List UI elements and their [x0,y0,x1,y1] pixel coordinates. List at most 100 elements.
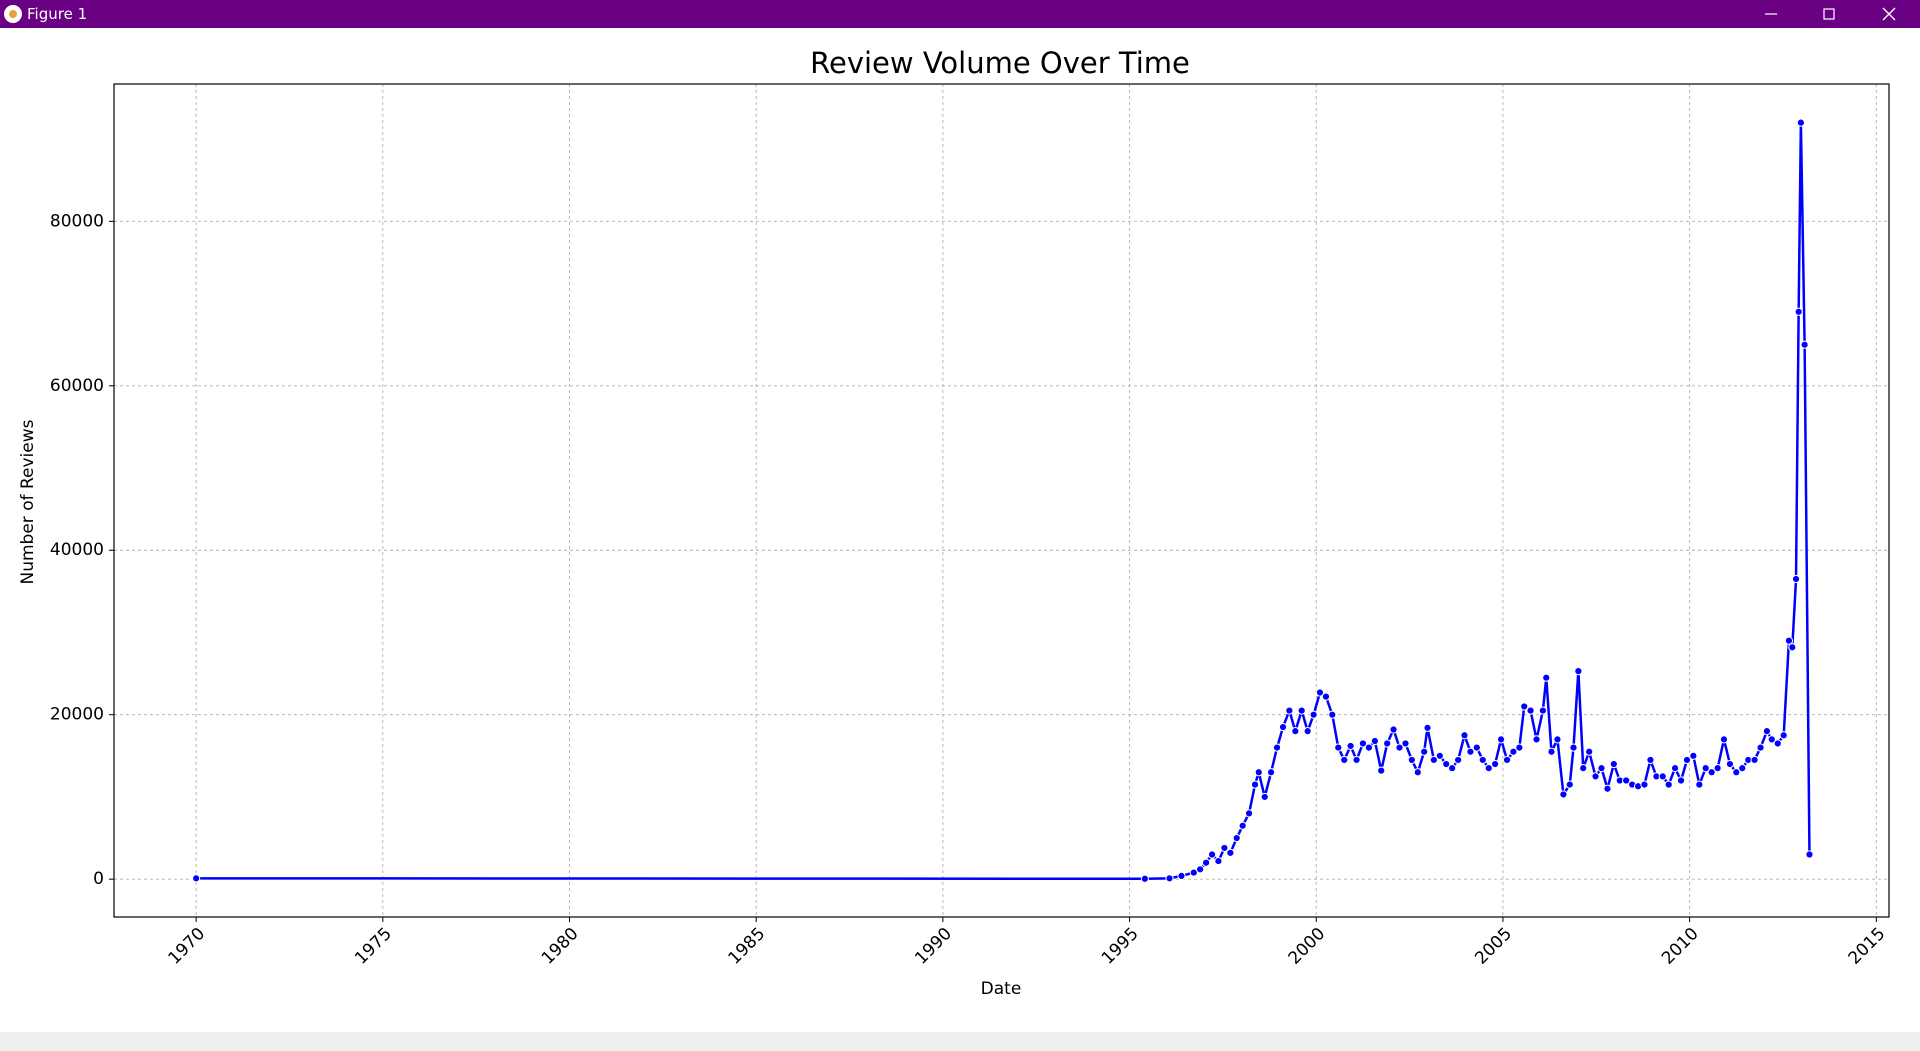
data-point [1738,764,1747,773]
x-tick-label: 1980 [538,924,583,969]
y-axis-label: Number of Reviews [18,419,38,584]
data-point [192,874,201,883]
data-point [1260,792,1269,802]
data-point [1640,780,1649,789]
data-point [1509,747,1518,756]
data-point [1340,755,1349,765]
data-point [1377,766,1386,775]
data-point [1553,735,1562,744]
data-point [1569,743,1578,752]
data-point [1420,747,1429,756]
data-point [1177,871,1186,880]
data-point [1478,755,1487,765]
data-point [1574,667,1583,676]
data-point [1800,340,1809,349]
data-point [1559,790,1568,799]
data-point [1565,780,1574,789]
x-tick-label: 2005 [1471,924,1516,969]
x-axis-label: Date [981,979,1022,999]
data-point [1226,848,1235,857]
y-tick-label: 40000 [50,540,104,560]
data-point [1526,706,1535,715]
data-point [1767,735,1776,744]
data-point [1315,688,1325,697]
data-point [1585,747,1594,756]
data-point [1779,731,1788,740]
data-point [1429,755,1438,765]
data-point [1805,850,1814,859]
window-controls[interactable] [1750,0,1920,28]
data-point [1756,743,1765,752]
data-point [1448,764,1457,773]
data-point [1762,727,1772,736]
data-point [1502,755,1512,765]
data-point [1484,764,1493,773]
data-point [1238,821,1247,830]
data-point [1794,307,1803,316]
data-line [196,121,1811,881]
data-point [1383,739,1392,748]
data-point [1725,759,1735,769]
data-point [1603,784,1612,793]
data-point [1796,118,1805,127]
data-point [1232,833,1241,843]
data-point [1207,850,1217,859]
data-point [1701,764,1710,773]
data-point [1346,741,1355,751]
data-point [1646,755,1655,765]
app-icon [4,5,22,23]
title-bar: Figure 1 [0,0,1920,28]
x-tick-label: 2010 [1658,924,1703,969]
data-point [1466,747,1475,756]
data-point [1407,755,1416,765]
x-tick-label: 1970 [164,924,209,969]
data-point [1309,710,1318,719]
data-point [1413,768,1422,777]
data-point [1196,865,1205,874]
data-point [1244,809,1254,818]
toolbar[interactable] [0,1032,1920,1051]
data-point [1520,702,1529,711]
window-title: Figure 1 [27,5,88,23]
data-point [1682,755,1692,765]
data-point [1328,710,1337,719]
data-point [1254,768,1263,777]
data-point [1364,743,1373,752]
data-point [1460,731,1469,740]
data-point [1732,768,1741,777]
data-point [1695,780,1704,789]
data-point [1278,722,1288,732]
data-point [1670,764,1680,773]
data-point [1423,723,1432,732]
data-point [1303,727,1312,736]
y-tick-label: 0 [93,869,104,889]
data-point [1435,751,1444,760]
data-point [1515,743,1524,752]
data-point [1490,759,1500,769]
data-point [1291,727,1300,736]
data-point [1579,764,1588,773]
data-point [1214,856,1223,866]
data-point [1472,743,1481,752]
chart: Review Volume Over Time Date Number of R… [18,46,1890,999]
data-point [1395,743,1404,752]
x-tick-label: 2000 [1285,924,1330,969]
data-point [1272,743,1282,752]
data-point [1165,874,1174,883]
data-point [1532,735,1541,744]
y-tick-label: 60000 [50,376,104,396]
y-tick-label: 80000 [50,211,104,231]
data-point [1334,743,1343,752]
data-point [1719,735,1729,744]
data-point [1713,764,1722,773]
data-point [1689,751,1698,760]
data-point [1658,772,1667,781]
data-point [1189,868,1198,877]
data-point [1707,768,1716,777]
data-point [1773,739,1782,748]
data-point [1352,755,1361,765]
data-point [1597,764,1606,773]
data-point [1202,858,1211,867]
data-point [1591,772,1600,781]
data-point [1389,725,1398,734]
